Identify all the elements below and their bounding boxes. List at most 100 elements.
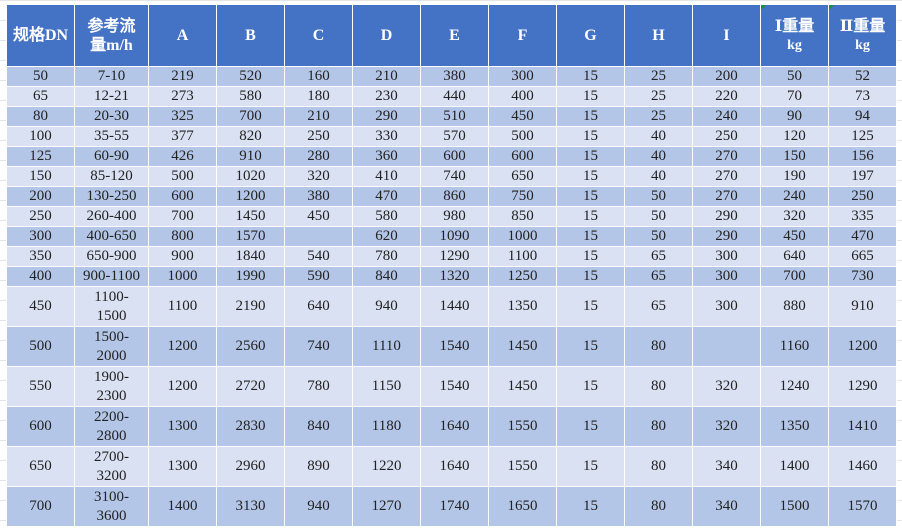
table-cell[interactable]: 1440 xyxy=(420,286,489,327)
table-cell[interactable] xyxy=(692,326,761,367)
table-cell[interactable]: 1180 xyxy=(352,406,421,447)
table-cell[interactable]: 1220 xyxy=(352,446,421,487)
table-cell[interactable]: 1090 xyxy=(420,226,489,247)
table-cell[interactable]: 730 xyxy=(828,266,897,287)
table-cell[interactable]: 640 xyxy=(284,286,353,327)
table-cell[interactable]: 700 xyxy=(216,106,285,127)
column-header[interactable]: Ⅰ重量 kg xyxy=(760,4,829,67)
column-header[interactable]: A xyxy=(148,4,217,67)
cell-flow[interactable]: 1500- 2000 xyxy=(74,326,149,367)
table-cell[interactable]: 590 xyxy=(284,266,353,287)
table-cell[interactable]: 320 xyxy=(760,206,829,227)
table-cell[interactable]: 180 xyxy=(284,86,353,107)
table-cell[interactable]: 910 xyxy=(828,286,897,327)
table-cell[interactable]: 380 xyxy=(284,186,353,207)
table-cell[interactable]: 40 xyxy=(624,126,693,147)
table-cell[interactable]: 600 xyxy=(148,186,217,207)
table-cell[interactable]: 1640 xyxy=(420,446,489,487)
cell-dn[interactable]: 250 xyxy=(6,206,75,227)
table-cell[interactable]: 1200 xyxy=(216,186,285,207)
table-cell[interactable]: 65 xyxy=(624,246,693,267)
cell-dn[interactable]: 65 xyxy=(6,86,75,107)
table-cell[interactable]: 290 xyxy=(692,206,761,227)
table-cell[interactable]: 820 xyxy=(216,126,285,147)
table-cell[interactable]: 156 xyxy=(828,146,897,167)
table-cell[interactable]: 1200 xyxy=(148,326,217,367)
table-cell[interactable]: 700 xyxy=(148,206,217,227)
table-cell[interactable]: 1270 xyxy=(352,486,421,527)
table-cell[interactable]: 780 xyxy=(284,366,353,407)
table-cell[interactable]: 300 xyxy=(692,286,761,327)
table-cell[interactable]: 1320 xyxy=(420,266,489,287)
table-cell[interactable]: 470 xyxy=(352,186,421,207)
table-cell[interactable]: 780 xyxy=(352,246,421,267)
table-cell[interactable]: 330 xyxy=(352,126,421,147)
table-cell[interactable]: 640 xyxy=(760,246,829,267)
cell-dn[interactable]: 350 xyxy=(6,246,75,267)
table-cell[interactable]: 70 xyxy=(760,86,829,107)
table-cell[interactable]: 750 xyxy=(488,186,557,207)
cell-dn[interactable]: 80 xyxy=(6,106,75,127)
table-cell[interactable]: 1650 xyxy=(488,486,557,527)
table-cell[interactable]: 860 xyxy=(420,186,489,207)
table-cell[interactable]: 65 xyxy=(624,266,693,287)
table-cell[interactable]: 1350 xyxy=(760,406,829,447)
table-cell[interactable]: 570 xyxy=(420,126,489,147)
table-cell[interactable]: 540 xyxy=(284,246,353,267)
table-cell[interactable]: 50 xyxy=(624,186,693,207)
cell-flow[interactable]: 400-650 xyxy=(74,226,149,247)
table-cell[interactable]: 40 xyxy=(624,146,693,167)
cell-dn[interactable]: 500 xyxy=(6,326,75,367)
table-cell[interactable]: 320 xyxy=(284,166,353,187)
cell-flow[interactable]: 7-10 xyxy=(74,66,149,87)
table-cell[interactable]: 1100 xyxy=(488,246,557,267)
table-cell[interactable]: 1200 xyxy=(828,326,897,367)
column-header[interactable]: C xyxy=(284,4,353,67)
table-cell[interactable]: 15 xyxy=(556,186,625,207)
table-cell[interactable]: 800 xyxy=(148,226,217,247)
table-cell[interactable]: 15 xyxy=(556,106,625,127)
table-cell[interactable]: 410 xyxy=(352,166,421,187)
column-header[interactable]: I xyxy=(692,4,761,67)
table-cell[interactable]: 360 xyxy=(352,146,421,167)
table-cell[interactable]: 1400 xyxy=(148,486,217,527)
table-cell[interactable]: 1570 xyxy=(216,226,285,247)
table-cell[interactable]: 15 xyxy=(556,366,625,407)
table-cell[interactable]: 120 xyxy=(760,126,829,147)
table-cell[interactable]: 3130 xyxy=(216,486,285,527)
table-cell[interactable]: 15 xyxy=(556,266,625,287)
table-cell[interactable]: 1150 xyxy=(352,366,421,407)
table-cell[interactable]: 300 xyxy=(488,66,557,87)
table-cell[interactable]: 40 xyxy=(624,166,693,187)
cell-flow[interactable]: 85-120 xyxy=(74,166,149,187)
table-cell[interactable]: 400 xyxy=(488,86,557,107)
table-cell[interactable]: 1290 xyxy=(420,246,489,267)
table-cell[interactable]: 94 xyxy=(828,106,897,127)
table-cell[interactable]: 1350 xyxy=(488,286,557,327)
table-cell[interactable]: 1250 xyxy=(488,266,557,287)
table-cell[interactable]: 910 xyxy=(216,146,285,167)
cell-dn[interactable]: 400 xyxy=(6,266,75,287)
cell-flow[interactable]: 260-400 xyxy=(74,206,149,227)
table-cell[interactable]: 200 xyxy=(692,66,761,87)
table-cell[interactable]: 320 xyxy=(692,366,761,407)
table-cell[interactable]: 1740 xyxy=(420,486,489,527)
table-cell[interactable]: 426 xyxy=(148,146,217,167)
table-cell[interactable]: 880 xyxy=(760,286,829,327)
table-cell[interactable]: 80 xyxy=(624,486,693,527)
table-cell[interactable]: 90 xyxy=(760,106,829,127)
table-cell[interactable]: 500 xyxy=(488,126,557,147)
table-cell[interactable]: 1300 xyxy=(148,446,217,487)
table-cell[interactable]: 665 xyxy=(828,246,897,267)
cell-dn[interactable]: 700 xyxy=(6,486,75,527)
table-cell[interactable]: 15 xyxy=(556,286,625,327)
table-cell[interactable]: 290 xyxy=(692,226,761,247)
cell-flow[interactable]: 3100- 3600 xyxy=(74,486,149,527)
table-cell[interactable]: 840 xyxy=(284,406,353,447)
table-cell[interactable]: 325 xyxy=(148,106,217,127)
table-cell[interactable]: 15 xyxy=(556,166,625,187)
table-cell[interactable]: 650 xyxy=(488,166,557,187)
table-cell[interactable]: 210 xyxy=(284,106,353,127)
table-cell[interactable]: 1000 xyxy=(488,226,557,247)
table-cell[interactable]: 1460 xyxy=(828,446,897,487)
